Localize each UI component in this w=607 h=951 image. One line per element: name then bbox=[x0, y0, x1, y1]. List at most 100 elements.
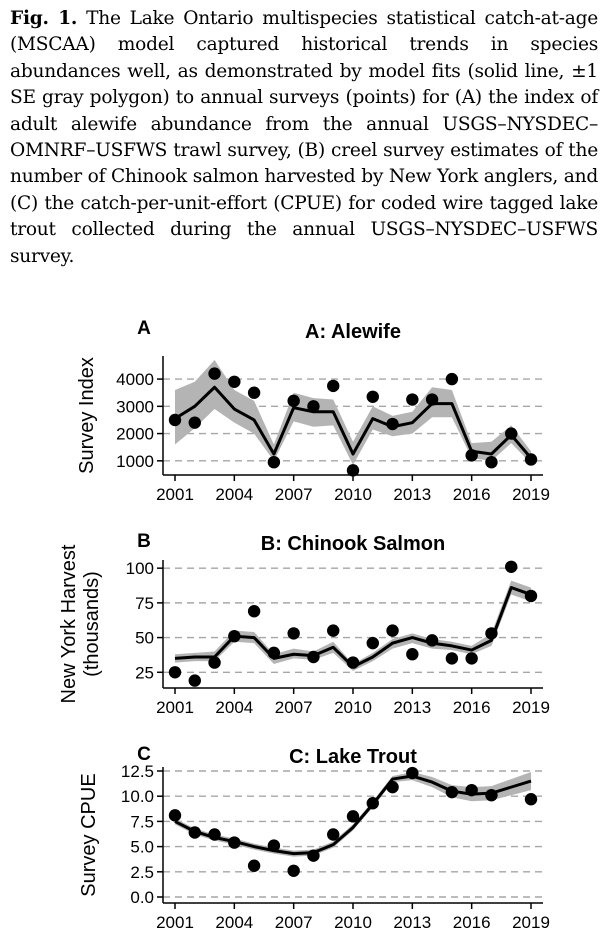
panel-chinook-salmon: 25 50 75 100 2001 2004 2007 2010 2013 2016 2019 B B:… bbox=[58, 531, 550, 717]
x-tick-label: 2010 bbox=[334, 485, 372, 504]
observed-point bbox=[168, 413, 182, 427]
observed-point bbox=[406, 766, 419, 780]
observed-point bbox=[465, 449, 478, 462]
observed-point bbox=[485, 455, 498, 469]
panel-alewife: 1000 2000 3000 4000 2001 2004 2007 2010 2013 2016… bbox=[76, 318, 550, 504]
observed-point bbox=[307, 849, 320, 862]
x-tick-label: 2016 bbox=[453, 485, 491, 504]
observed-point bbox=[208, 367, 221, 380]
panel-title: C: Lake Trout bbox=[289, 746, 417, 768]
observed-point bbox=[406, 393, 419, 406]
y-tick-label: 3000 bbox=[116, 397, 154, 416]
observed-point bbox=[287, 627, 300, 640]
observed-point bbox=[287, 864, 300, 877]
observed-point bbox=[228, 836, 241, 849]
y-axis-label: New York Harvest bbox=[58, 544, 80, 703]
observed-point bbox=[208, 828, 221, 841]
y-tick-label: 5.0 bbox=[130, 838, 154, 857]
observed-point bbox=[425, 393, 439, 406]
y-tick-label: 7.5 bbox=[130, 812, 154, 831]
x-tick-label: 2010 bbox=[334, 698, 372, 717]
panel-title: B: Chinook Salmon bbox=[261, 533, 445, 555]
se-band bbox=[175, 360, 531, 465]
observed-point bbox=[465, 652, 478, 665]
observed-point bbox=[327, 379, 340, 393]
observed-point bbox=[307, 650, 320, 664]
x-tick-label: 2019 bbox=[512, 698, 550, 717]
panel-letter: B bbox=[137, 531, 151, 552]
observed-point bbox=[247, 605, 261, 618]
x-tick-label: 2016 bbox=[453, 698, 491, 717]
y-axis-label: Survey Index bbox=[76, 357, 98, 474]
observed-point bbox=[346, 464, 360, 477]
x-tick-label: 2007 bbox=[275, 485, 313, 504]
observed-point bbox=[485, 788, 498, 802]
observed-point bbox=[386, 417, 399, 431]
x-tick-label: 2001 bbox=[156, 913, 194, 932]
y-tick-label: 25 bbox=[135, 663, 154, 682]
observed-point bbox=[346, 810, 360, 823]
y-tick-label: 2.5 bbox=[130, 863, 154, 882]
observed-point bbox=[287, 394, 300, 408]
fitted-line bbox=[174, 586, 532, 669]
observed-point bbox=[524, 589, 538, 603]
observed-point bbox=[445, 785, 459, 799]
x-tick-label: 2016 bbox=[453, 913, 491, 932]
observed-point bbox=[267, 646, 281, 660]
y-tick-label: 4000 bbox=[116, 370, 154, 389]
figure-caption: Fig. 1. The Lake Ontario multispecies st… bbox=[10, 6, 598, 270]
caption-label: Fig. 1. bbox=[10, 8, 78, 29]
x-tick-label: 2019 bbox=[512, 485, 550, 504]
observed-point bbox=[505, 560, 518, 573]
caption-text: The Lake Ontario multispecies statistica… bbox=[10, 8, 599, 267]
observed-point bbox=[445, 372, 459, 386]
x-tick-label: 2001 bbox=[156, 698, 194, 717]
observed-point bbox=[524, 793, 538, 806]
panel-letter: C bbox=[137, 744, 151, 765]
y-tick-label: 100 bbox=[126, 559, 154, 578]
y-axis-label: Survey CPUE bbox=[78, 773, 100, 896]
x-tick-label: 2004 bbox=[215, 698, 253, 717]
observed-point bbox=[228, 629, 241, 643]
observed-point bbox=[465, 783, 478, 797]
y-tick-label: 50 bbox=[135, 629, 154, 648]
observed-point bbox=[188, 674, 201, 687]
observed-point bbox=[188, 826, 201, 839]
observed-point bbox=[366, 797, 379, 810]
observed-point bbox=[346, 656, 360, 669]
x-tick-label: 2007 bbox=[275, 913, 313, 932]
panel-letter: A bbox=[137, 318, 151, 339]
observed-point bbox=[406, 648, 419, 661]
observed-point bbox=[247, 386, 261, 399]
y-tick-label: 1000 bbox=[116, 452, 154, 471]
x-tick-label: 2004 bbox=[215, 485, 253, 504]
x-tick-label: 2013 bbox=[393, 698, 431, 717]
y-tick-label: 75 bbox=[135, 594, 154, 613]
observed-point bbox=[327, 828, 340, 841]
observed-point bbox=[188, 416, 201, 429]
observed-point bbox=[327, 624, 340, 637]
panel-title: A: Alewife bbox=[305, 321, 401, 343]
y-axis-label: (thousands) bbox=[81, 571, 103, 677]
x-tick-label: 2013 bbox=[393, 913, 431, 932]
observed-point bbox=[366, 390, 379, 403]
observed-point bbox=[386, 780, 399, 794]
y-tick-label: 10.0 bbox=[121, 787, 154, 806]
observed-point bbox=[524, 453, 538, 466]
observed-point bbox=[425, 634, 439, 647]
x-tick-label: 2004 bbox=[215, 913, 253, 932]
observed-point bbox=[267, 839, 281, 852]
y-tick-label: 2000 bbox=[116, 425, 154, 444]
panel-lake-trout: 0.0 2.5 5.0 7.5 10.0 12.5 2001 2004 2007 2010 2013… bbox=[78, 744, 550, 932]
x-tick-label: 2001 bbox=[156, 485, 194, 504]
x-tick-label: 2013 bbox=[393, 485, 431, 504]
x-tick-label: 2007 bbox=[275, 698, 313, 717]
x-tick-label: 2019 bbox=[512, 913, 550, 932]
observed-point bbox=[505, 427, 518, 440]
observed-point bbox=[485, 627, 498, 640]
observed-point bbox=[267, 455, 281, 469]
observed-point bbox=[307, 400, 320, 413]
observed-point bbox=[208, 656, 221, 669]
observed-point bbox=[247, 859, 261, 872]
